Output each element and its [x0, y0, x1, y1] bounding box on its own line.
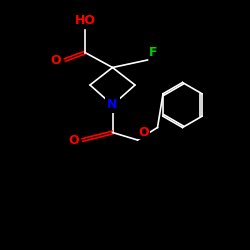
Text: O: O — [139, 126, 149, 139]
Text: O: O — [68, 134, 79, 146]
Text: O: O — [51, 54, 61, 66]
Text: F: F — [149, 46, 157, 59]
Text: N: N — [107, 98, 118, 112]
Text: HO: HO — [74, 14, 96, 28]
